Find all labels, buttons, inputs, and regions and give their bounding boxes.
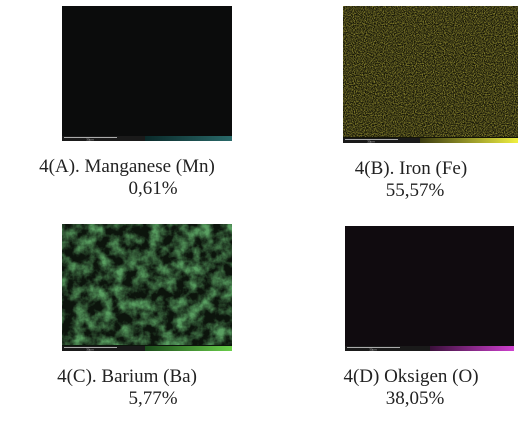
scale-strip: [343, 138, 420, 143]
map-texture: [343, 6, 518, 137]
color-scale: [145, 136, 232, 141]
percentage: 38,05%: [386, 388, 445, 409]
scale-strip: [62, 346, 145, 351]
color-scale: [420, 138, 518, 143]
caption: 4(A). Manganese (Mn): [39, 156, 215, 177]
caption: 4(C). Barium (Ba): [57, 366, 197, 387]
map-texture: [62, 224, 232, 345]
percentage: 5,77%: [128, 388, 177, 409]
scale-label: 30µm: [86, 138, 94, 142]
percentage: 55,57%: [386, 180, 445, 201]
element-map: [62, 6, 232, 141]
color-scale: [145, 346, 232, 351]
percentage: 0,61%: [128, 178, 177, 199]
caption: 4(B). Iron (Fe): [355, 158, 467, 179]
color-scale: [430, 346, 514, 351]
scale-strip: [345, 346, 430, 351]
caption: 4(D) Oksigen (O): [343, 366, 478, 387]
scale-label: 30µm: [367, 140, 375, 144]
scale-strip: [62, 136, 145, 141]
element-map: [345, 226, 514, 351]
scale-label: 30µm: [86, 348, 94, 352]
scale-label: 30µm: [369, 348, 377, 352]
